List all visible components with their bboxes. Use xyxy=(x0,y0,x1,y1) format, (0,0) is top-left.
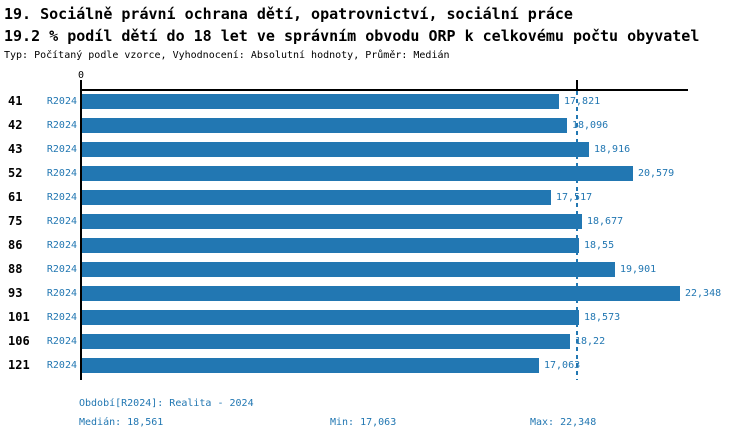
y-axis-line xyxy=(80,80,82,380)
footer-max-stat: Max: 22,348 xyxy=(530,417,597,428)
row-series-label: R2024 xyxy=(46,336,77,347)
median-dashed-line xyxy=(576,91,578,380)
bar-value-label: 18,573 xyxy=(584,312,621,323)
row-orp-code-label: 101 xyxy=(8,310,30,324)
row-orp-code-label: 88 xyxy=(8,262,23,276)
row-orp-code-label: 121 xyxy=(8,358,30,372)
value-bar xyxy=(82,190,551,205)
row-series-label: R2024 xyxy=(46,240,77,251)
row-series-label: R2024 xyxy=(46,312,77,323)
row-orp-code-label: 61 xyxy=(8,190,23,204)
bar-value-label: 17,517 xyxy=(556,192,593,203)
bar-value-label: 17,063 xyxy=(544,360,581,371)
bar-value-label: 18,677 xyxy=(587,216,624,227)
row-orp-code-label: 52 xyxy=(8,166,23,180)
row-orp-code-label: 42 xyxy=(8,118,23,132)
footer-median-stat: Medián: 18,561 xyxy=(79,417,164,428)
row-series-label: R2024 xyxy=(46,144,77,155)
row-orp-code-label: 93 xyxy=(8,286,23,300)
row-series-label: R2024 xyxy=(46,288,77,299)
value-bar xyxy=(82,262,615,277)
value-bar xyxy=(82,238,579,253)
bar-value-label: 18,916 xyxy=(594,144,631,155)
row-series-label: R2024 xyxy=(46,264,77,275)
row-series-label: R2024 xyxy=(46,96,77,107)
row-series-label: R2024 xyxy=(46,168,77,179)
indicator-title: 19.2 % podíl dětí do 18 let ve správním … xyxy=(4,27,700,45)
value-bar xyxy=(82,334,570,349)
value-bar xyxy=(82,286,680,301)
footer-period-label: Období[R2024]: Realita - 2024 xyxy=(79,398,254,409)
value-bar xyxy=(82,142,589,157)
median-tick-mark xyxy=(576,80,578,90)
row-orp-code-label: 75 xyxy=(8,214,23,228)
x-axis-top-line xyxy=(80,89,688,91)
bar-value-label: 18,55 xyxy=(584,240,615,251)
value-bar xyxy=(82,94,559,109)
row-series-label: R2024 xyxy=(46,192,77,203)
row-series-label: R2024 xyxy=(46,120,77,131)
value-bar xyxy=(82,358,539,373)
value-bar xyxy=(82,166,633,181)
bar-value-label: 18,096 xyxy=(572,120,609,131)
bar-value-label: 19,901 xyxy=(620,264,657,275)
value-bar xyxy=(82,310,579,325)
bar-value-label: 22,348 xyxy=(685,288,722,299)
row-orp-code-label: 86 xyxy=(8,238,23,252)
row-series-label: R2024 xyxy=(46,360,77,371)
indicator-subtitle: Typ: Počítaný podle vzorce, Vyhodnocení:… xyxy=(4,50,450,61)
bar-value-label: 18,22 xyxy=(575,336,606,347)
row-orp-code-label: 41 xyxy=(8,94,23,108)
bar-value-label: 20,579 xyxy=(638,168,675,179)
footer-min-stat: Min: 17,063 xyxy=(330,417,397,428)
value-bar xyxy=(82,214,582,229)
x-axis-origin-tick-label: 0 xyxy=(77,70,85,81)
page-title: 19. Sociálně právní ochrana dětí, opatro… xyxy=(4,5,573,23)
value-bar xyxy=(82,118,567,133)
bar-value-label: 17,821 xyxy=(564,96,601,107)
row-series-label: R2024 xyxy=(46,216,77,227)
row-orp-code-label: 106 xyxy=(8,334,30,348)
row-orp-code-label: 43 xyxy=(8,142,23,156)
